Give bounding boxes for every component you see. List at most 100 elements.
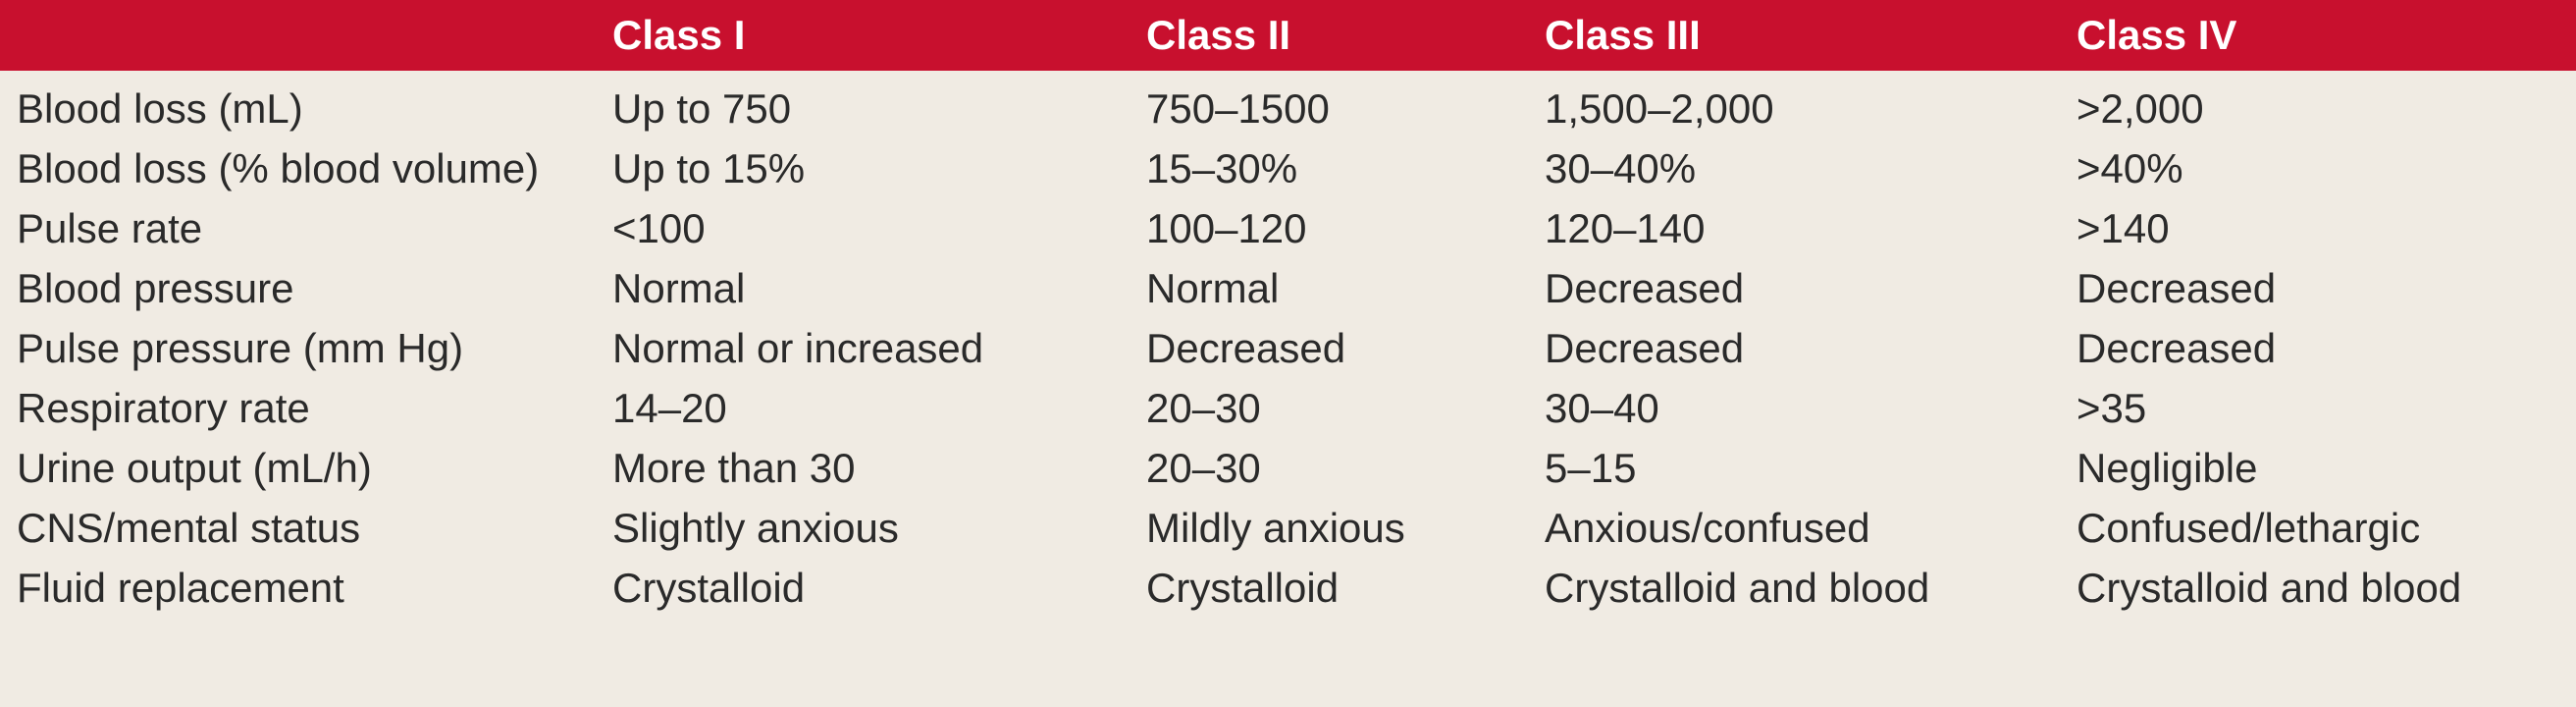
table-row: Pulse pressure (mm Hg) Normal or increase…	[0, 318, 2576, 378]
cell-text: Blood loss (mL)	[17, 85, 303, 132]
table-cell: Confused/lethargic	[2077, 498, 2576, 558]
hemorrhage-table: Class I Class II Class III Class IV Blood l…	[0, 0, 2576, 618]
cell-text: Up to 15%	[612, 145, 806, 191]
cell-text: Decreased	[2077, 265, 2277, 311]
cell-text: >2,000	[2077, 85, 2204, 132]
table-cell: 120–140	[1545, 198, 2077, 258]
cell-text: Decreased	[1545, 325, 1745, 371]
table-cell: Decreased	[1545, 258, 2077, 318]
cell-text: Decreased	[1545, 265, 1745, 311]
table-cell: >140	[2077, 198, 2576, 258]
cell-text: Normal or increased	[612, 325, 984, 371]
table-cell: Decreased	[1146, 318, 1545, 378]
table-cell: Negligible	[2077, 438, 2576, 498]
table-cell: >40%	[2077, 138, 2576, 198]
column-header: Class IV	[2077, 12, 2237, 58]
table-cell: >2,000	[2077, 71, 2576, 138]
table-row: Pulse rate <100 100–120 120–140 >140	[0, 198, 2576, 258]
table-cell: 20–30	[1146, 378, 1545, 438]
table-cell: Decreased	[2077, 258, 2576, 318]
table-row: Blood pressure Normal Normal Decreased Decre…	[0, 258, 2576, 318]
table-cell: Normal	[1146, 258, 1545, 318]
row-label: Pulse pressure (mm Hg)	[0, 318, 612, 378]
cell-text: Normal	[1146, 265, 1280, 311]
cell-text: Pulse rate	[17, 205, 203, 251]
column-header: Class I	[612, 12, 746, 58]
table-cell: Anxious/confused	[1545, 498, 2077, 558]
table-cell: Decreased	[1545, 318, 2077, 378]
row-label: Respiratory rate	[0, 378, 612, 438]
table-cell: Crystalloid	[1146, 558, 1545, 618]
row-label: Blood loss (% blood volume)	[0, 138, 612, 198]
cell-text: More than 30	[612, 445, 856, 491]
cell-text: 1,500–2,000	[1545, 85, 1774, 132]
cell-text: >140	[2077, 205, 2170, 251]
cell-text: Crystalloid	[612, 565, 806, 611]
row-label: Blood pressure	[0, 258, 612, 318]
table-row: Blood loss (% blood volume) Up to 15% 15–3…	[0, 138, 2576, 198]
cell-text: Confused/lethargic	[2077, 505, 2421, 551]
table-cell: Crystalloid	[612, 558, 1146, 618]
row-label: Blood loss (mL)	[0, 71, 612, 138]
cell-text: Urine output (mL/h)	[17, 445, 372, 491]
cell-text: Decreased	[1146, 325, 1346, 371]
table-cell: Mildly anxious	[1146, 498, 1545, 558]
cell-text: 20–30	[1146, 445, 1261, 491]
cell-text: >40%	[2077, 145, 2183, 191]
column-header	[0, 0, 612, 71]
table-cell: Decreased	[2077, 318, 2576, 378]
table-cell: <100	[612, 198, 1146, 258]
table-cell: 20–30	[1146, 438, 1545, 498]
table-cell: 30–40%	[1545, 138, 2077, 198]
cell-text: Crystalloid and blood	[1545, 565, 1930, 611]
cell-text: 5–15	[1545, 445, 1637, 491]
cell-text: Anxious/confused	[1545, 505, 1870, 551]
table-cell: 100–120	[1146, 198, 1545, 258]
table-row: Fluid replacement Crystalloid Crystalloid C…	[0, 558, 2576, 618]
cell-text: Negligible	[2077, 445, 2258, 491]
row-label: Fluid replacement	[0, 558, 612, 618]
table-cell: Slightly anxious	[612, 498, 1146, 558]
column-header: Class III	[1545, 12, 1701, 58]
cell-text: Pulse pressure (mm Hg)	[17, 325, 464, 371]
header-row: Class I Class II Class III Class IV	[0, 0, 2576, 71]
cell-text: Crystalloid	[1146, 565, 1340, 611]
cell-text: >35	[2077, 385, 2147, 431]
cell-text: Normal	[612, 265, 746, 311]
table-row: Respiratory rate 14–20 20–30 30–40 >35	[0, 378, 2576, 438]
table-row: CNS/mental status Slightly anxious Mildly …	[0, 498, 2576, 558]
cell-text: Up to 750	[612, 85, 792, 132]
table-cell: >35	[2077, 378, 2576, 438]
cell-text: Decreased	[2077, 325, 2277, 371]
cell-text: Respiratory rate	[17, 385, 310, 431]
table-cell: 5–15	[1545, 438, 2077, 498]
cell-text: Crystalloid and blood	[2077, 565, 2462, 611]
cell-text: 120–140	[1545, 205, 1706, 251]
cell-text: CNS/mental status	[17, 505, 361, 551]
table-cell: Normal	[612, 258, 1146, 318]
cell-text: Slightly anxious	[612, 505, 899, 551]
table-cell: 14–20	[612, 378, 1146, 438]
cell-text: 14–20	[612, 385, 727, 431]
cell-text: 30–40%	[1545, 145, 1697, 191]
table-cell: More than 30	[612, 438, 1146, 498]
table-row: Blood loss (mL) Up to 750 750–1500 1,500–2,…	[0, 71, 2576, 138]
cell-text: 15–30%	[1146, 145, 1298, 191]
table-cell: Crystalloid and blood	[1545, 558, 2077, 618]
cell-text: 20–30	[1146, 385, 1261, 431]
table-cell: Normal or increased	[612, 318, 1146, 378]
table-cell: 15–30%	[1146, 138, 1545, 198]
column-header: Class II	[1146, 12, 1291, 58]
row-label: Pulse rate	[0, 198, 612, 258]
cell-text: Blood pressure	[17, 265, 294, 311]
table-cell: Up to 15%	[612, 138, 1146, 198]
table-row: Urine output (mL/h) More than 30 20–30 5–15…	[0, 438, 2576, 498]
table-cell: 30–40	[1545, 378, 2077, 438]
cell-text: Mildly anxious	[1146, 505, 1405, 551]
row-label: Urine output (mL/h)	[0, 438, 612, 498]
table-cell: 750–1500	[1146, 71, 1545, 138]
cell-text: 30–40	[1545, 385, 1659, 431]
cell-text: 100–120	[1146, 205, 1307, 251]
table-cell: 1,500–2,000	[1545, 71, 2077, 138]
